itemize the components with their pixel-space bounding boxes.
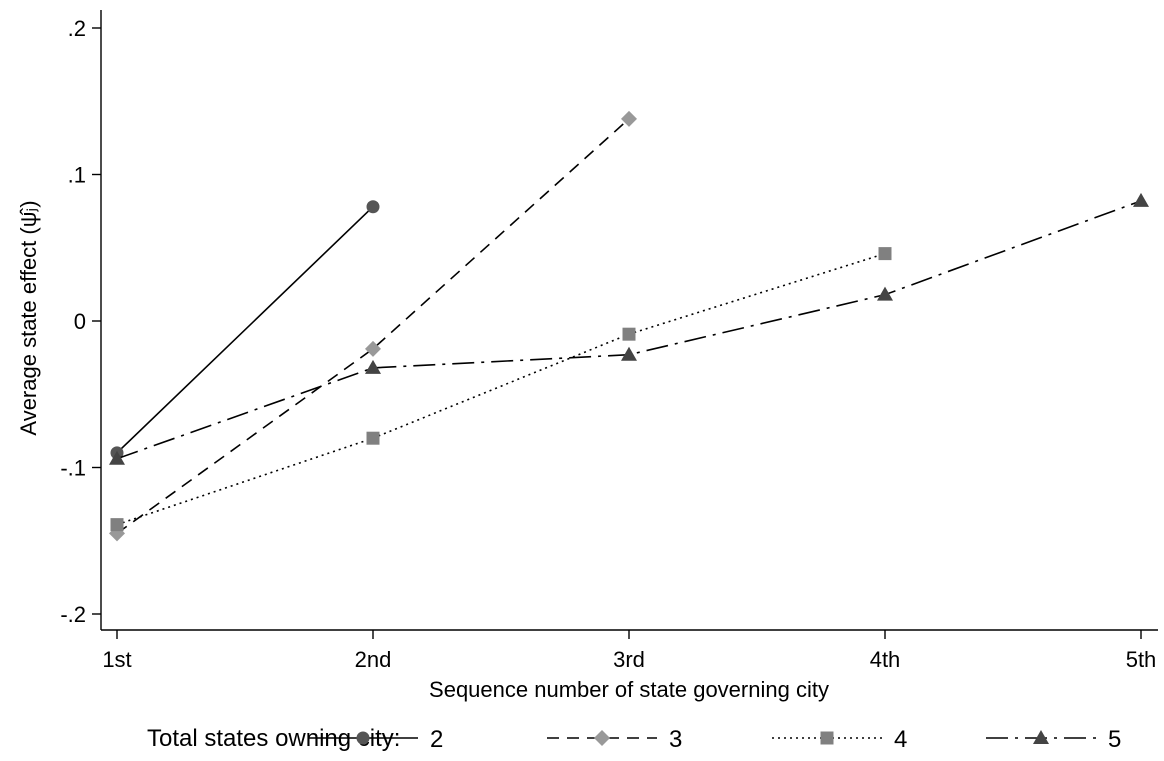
data-point-4 — [110, 518, 124, 532]
y-ticks: .2 .1 0 -.1 -.2 — [60, 16, 101, 627]
series-line-3 — [116, 118, 630, 535]
legend-marker-4 — [820, 731, 834, 745]
legend-label-5: 5 — [1108, 726, 1121, 753]
data-point-5 — [109, 450, 125, 465]
data-point-2 — [366, 200, 380, 214]
series-5 — [109, 192, 1149, 465]
x-axis-title: Sequence number of state governing city — [429, 677, 829, 702]
y-tick-label: -.2 — [60, 602, 86, 627]
data-point-3 — [365, 340, 381, 357]
x-ticks: 1st 2nd 3rd 4th 5th — [102, 630, 1156, 672]
data-point-5 — [877, 286, 893, 301]
y-axis-title: Average state effect (ψ̂ⱼ) — [16, 200, 41, 435]
x-tick-label: 2nd — [355, 647, 392, 672]
legend-marker-3 — [594, 730, 610, 746]
data-point-4 — [622, 327, 636, 341]
x-tick-label: 3rd — [613, 647, 645, 672]
legend-items: 2 3 4 5 — [308, 726, 1121, 753]
legend-marker-2 — [356, 731, 370, 745]
legend-label-2: 2 — [430, 726, 443, 753]
legend-item-2: 2 — [308, 726, 443, 753]
series-line-4 — [116, 252, 886, 526]
data-point-5 — [621, 346, 637, 361]
y-tick-label: -.1 — [60, 456, 86, 481]
data-point-3 — [621, 110, 637, 127]
x-tick-label: 5th — [1126, 647, 1157, 672]
legend-item-5: 5 — [986, 726, 1121, 753]
series-4 — [110, 247, 892, 532]
legend-marker-5 — [1033, 730, 1049, 744]
series-line-2 — [116, 206, 374, 454]
x-tick-label: 4th — [870, 647, 901, 672]
data-point-4 — [878, 247, 892, 261]
data-point-5 — [1133, 192, 1149, 207]
series-2 — [110, 200, 380, 460]
x-tick-label: 1st — [102, 647, 131, 672]
y-tick-label: .2 — [68, 16, 86, 41]
y-tick-label: .1 — [68, 163, 86, 188]
data-point-5 — [365, 359, 381, 374]
y-tick-label: 0 — [74, 309, 86, 334]
legend-label-3: 3 — [669, 726, 682, 753]
data-point-4 — [366, 431, 380, 445]
legend-item-3: 3 — [547, 726, 682, 753]
series-3 — [109, 110, 637, 542]
legend-item-4: 4 — [772, 726, 907, 753]
series-layer — [109, 110, 1149, 542]
legend-label-4: 4 — [894, 726, 907, 753]
